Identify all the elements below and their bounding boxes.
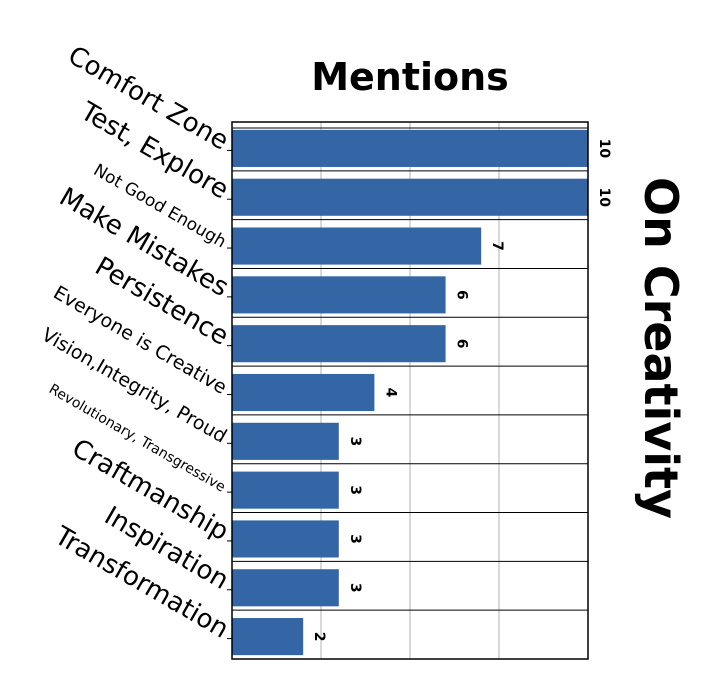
bar — [232, 520, 339, 558]
bar — [232, 373, 375, 412]
data-label: 6 — [454, 290, 470, 300]
chart-title: On Creativity — [634, 177, 688, 519]
data-label: 3 — [347, 485, 363, 495]
bar — [232, 422, 339, 460]
plot-frame — [231, 121, 589, 660]
data-label: 3 — [347, 534, 363, 544]
data-label: 3 — [347, 436, 363, 446]
bar — [232, 618, 304, 656]
bar — [232, 227, 482, 265]
data-label: 6 — [454, 339, 470, 349]
bar — [232, 129, 588, 167]
data-label: 2 — [311, 632, 327, 642]
bar — [232, 569, 339, 607]
data-label: 4 — [382, 388, 398, 398]
data-label: 7 — [489, 241, 505, 251]
axis-title-mentions: Mentions — [311, 55, 509, 99]
data-label: 3 — [347, 583, 363, 593]
bar — [232, 276, 446, 314]
bar — [232, 325, 446, 363]
bar — [232, 178, 588, 216]
data-label: 10 — [596, 187, 612, 207]
data-label: 10 — [596, 139, 612, 159]
bar — [232, 471, 339, 509]
